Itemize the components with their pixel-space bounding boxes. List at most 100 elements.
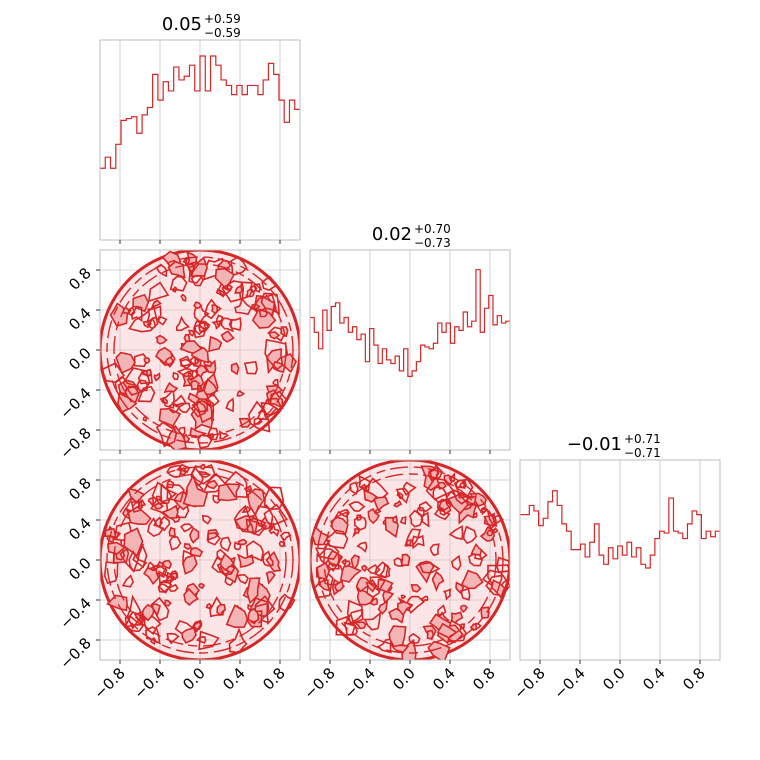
contour-panel-2-0-contour-122 (201, 514, 212, 525)
contour-panel-1-0-contour-96 (130, 305, 143, 322)
hist-panel-1-title-minus: −0.73 (414, 236, 451, 250)
contour-panel-2-1-contour-127 (436, 622, 458, 639)
contour-panel-1-0-contour-34 (193, 304, 210, 324)
contour-panel-2-1-contour-87 (339, 565, 362, 583)
contour-panel-2-0-contour-75 (233, 541, 242, 551)
contour-panel-2-1-contour-115 (338, 508, 350, 518)
contour-panel-2-0-contour-12 (241, 506, 252, 514)
contour-panel-2-0-contour-82 (159, 515, 171, 532)
contour-panel-1-0-contour-83 (187, 392, 200, 406)
hist-panel-0-title-minus: −0.59 (204, 26, 241, 40)
contour-panel-2-0-contour-67 (147, 517, 165, 538)
contour-panel-2-1-contour-91 (377, 578, 394, 593)
contour-panel-2-0-contour-124 (161, 504, 179, 519)
contour-panel-2-0-contour-95 (168, 536, 182, 551)
contour-panel-2-0-contour-105 (126, 594, 142, 630)
contour-panel-2-0-contour-107 (149, 637, 157, 646)
contour-panel-2-1-contour-105 (363, 489, 378, 503)
contour-panel-2-1-contour-123 (459, 587, 471, 601)
contour-panel-2-0-contour-148 (247, 517, 267, 535)
hist-panel-0-title-value: 0.05 (162, 14, 202, 35)
contour-panel-2-1-contour-43 (404, 528, 422, 547)
contour-panel-1-0-contour-132 (178, 355, 192, 370)
contour-panel-1-0-ytick-label-3: 0.4 (65, 304, 95, 334)
contour-panel-2-1-contour-36 (496, 556, 510, 574)
contour-panel-1-0-contour-85 (193, 301, 203, 309)
contour-panel-2-1-contour-69 (431, 570, 445, 592)
contour-panel-2-0-contour-127 (130, 500, 143, 513)
contour-panel-2-1-contour-136 (425, 477, 455, 501)
contour-panel-2-0-contour-106 (196, 636, 207, 645)
contour-panel-1-0-contour-80 (262, 397, 283, 419)
contour-panel-2-0-contour-137 (247, 607, 260, 623)
contour-panel-2-1-contour-83 (450, 554, 462, 572)
contour-panel-1-0-contour-73 (137, 385, 156, 403)
contour-panel-1-0-contour-65 (183, 433, 191, 444)
contour-panel-1-0-contour-50 (150, 299, 163, 309)
contour-panel-2-0-contour-141 (225, 565, 236, 574)
contour-panel-2-1-contour-111 (472, 512, 478, 519)
contour-panel-2-0-contour-91 (143, 566, 160, 586)
contour-panel-2-0-contour-144 (278, 593, 296, 612)
contour-panel-2-0-contour-99 (166, 632, 180, 645)
contour-panel-2-1-contour-147 (442, 588, 452, 601)
contour-panel-2-0-contour-47 (164, 599, 172, 607)
contour-panel-2-0-contour-22 (175, 463, 191, 474)
contour-panel-2-0-contour-58 (198, 582, 206, 590)
contour-panel-2-1-contour-149 (352, 527, 361, 538)
contour-panel-2-0-contour-111 (151, 603, 161, 617)
contour-panel-2-1-contour-119 (426, 629, 435, 640)
contour-panel-2-0-contour-113 (265, 571, 276, 585)
contour-panel-2-1-contour-95 (447, 493, 470, 515)
contour-panel-2-1-contour-141 (448, 472, 456, 482)
contour-panel-1-0-contour-44 (187, 369, 199, 382)
hist-panel-1-title-value: 0.02 (372, 224, 412, 245)
contour-panel-2-0-contour-71 (141, 603, 155, 622)
contour-panel-2-1-contour-110 (420, 595, 429, 602)
contour-panel-1-0-ytick-label-1: −0.4 (56, 384, 94, 422)
contour-panel-2-0-contour-149 (124, 611, 143, 628)
contour-panel-2-0-contour-119 (121, 574, 135, 588)
contour-panel-2-0-contour-43 (143, 615, 162, 635)
contour-panel-1-0-contour-19 (155, 263, 168, 278)
contour-panel-2-0-contour-63 (169, 570, 179, 581)
contour-panel-1-0-contour-51 (203, 357, 213, 368)
contour-panel-2-0-contour-133 (182, 474, 209, 507)
contour-panel-2-0-contour-55 (225, 604, 249, 629)
contour-panel-2-0-contour-134 (192, 620, 203, 631)
contour-panel-2-1-rim-ring-1 (323, 473, 497, 647)
contour-panel-2-1-contour-42 (393, 557, 404, 567)
contour-panel-2-1-contour-97 (438, 498, 452, 516)
contour-panel-1-0-density (100, 250, 300, 450)
contour-panel-1-0-contour-105 (163, 381, 179, 394)
hist-panel-0-title-plus: +0.59 (204, 12, 241, 26)
contour-panel-1-0-ytick-label-0: −0.8 (56, 424, 94, 462)
contour-panel-1-0-contour-81 (190, 400, 207, 418)
contour-panel-2-0-rim-ring-0 (106, 466, 294, 654)
contour-panel-2-1-contour-49 (348, 501, 366, 512)
contour-panel-2-0-contour-88 (199, 463, 206, 471)
contour-panel-1-0-contour-125 (230, 256, 248, 277)
contour-panel-2-0-contour-138 (189, 547, 204, 558)
contour-panel-2-1-contour-140 (436, 498, 452, 512)
contour-panel-1-0-contour-101 (207, 427, 219, 441)
contour-panel-2-0-contour-128 (168, 526, 176, 537)
hist-panel-0-histogram-line (100, 55, 300, 169)
contour-panel-2-1-contour-15 (460, 569, 484, 590)
contour-panel-1-0-contour-148 (190, 274, 204, 287)
contour-panel-1-0-contour-119 (127, 306, 136, 317)
contour-panel-1-0-contour-99 (171, 394, 188, 408)
contour-panel-1-0-contour-129 (122, 367, 151, 396)
contour-panel-1-0-contour-92 (234, 297, 253, 316)
contour-panel-2-0-contour-79 (183, 587, 200, 606)
contour-panel-2-1-contour-121 (402, 481, 417, 497)
contour-panel-1-0-contour-75 (208, 335, 223, 353)
contour-panel-2-1-contour-132 (368, 597, 379, 606)
contour-panel-1-0-contour-136 (220, 317, 234, 333)
contour-panel-2-1-contour-142 (316, 543, 340, 560)
contour-panel-2-0-contour-131 (103, 561, 119, 585)
hist-panel-2-title-minus: −0.71 (624, 446, 661, 460)
contour-panel-1-0-contour-69 (154, 346, 174, 365)
contour-panel-2-0-contour-146 (216, 603, 227, 616)
contour-panel-1-0-contour-79 (272, 378, 279, 387)
